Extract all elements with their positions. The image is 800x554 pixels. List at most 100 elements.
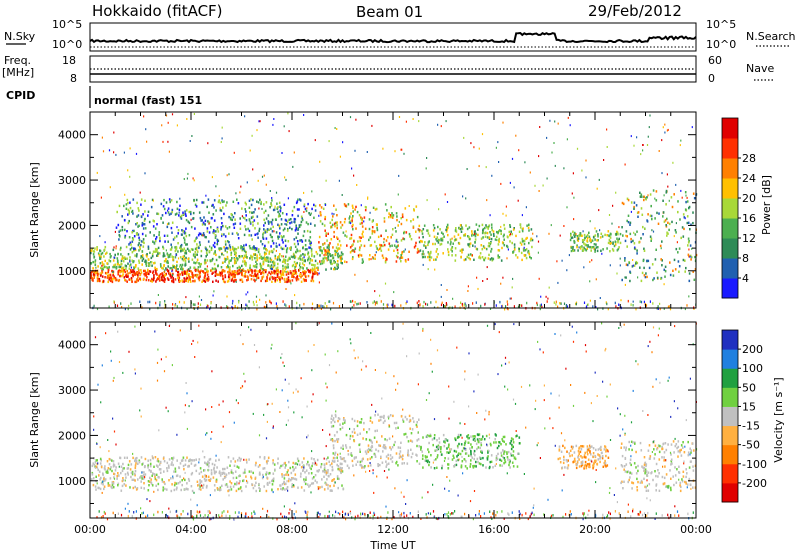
heatmap-cell xyxy=(129,175,131,178)
heatmap-cell xyxy=(134,272,136,275)
heatmap-cell xyxy=(264,279,267,283)
heatmap-cell xyxy=(285,266,288,269)
heatmap-cell xyxy=(338,417,341,421)
heatmap-cell xyxy=(368,238,370,242)
heatmap-cell xyxy=(406,300,408,303)
heatmap-cell xyxy=(397,224,399,227)
heatmap-cell xyxy=(329,489,332,492)
heatmap-cell xyxy=(635,307,637,311)
heatmap-cell xyxy=(415,230,417,233)
heatmap-cell xyxy=(172,476,174,480)
heatmap-cell xyxy=(189,458,191,461)
heatmap-cell xyxy=(157,246,160,250)
heatmap-cell xyxy=(284,280,286,283)
heatmap-cell xyxy=(331,459,334,463)
heatmap-cell xyxy=(612,242,614,245)
heatmap-cell xyxy=(327,484,329,487)
heatmap-cell xyxy=(126,456,128,459)
heatmap-cell xyxy=(245,485,247,488)
heatmap-cell xyxy=(171,221,174,224)
heatmap-cell xyxy=(506,300,508,303)
heatmap-cell xyxy=(203,456,206,459)
heatmap-cell xyxy=(259,253,261,256)
heatmap-cell xyxy=(100,465,103,469)
heatmap-cell xyxy=(134,472,136,476)
heatmap-cell xyxy=(299,266,302,269)
heatmap-cell xyxy=(196,480,199,483)
heatmap-cell xyxy=(397,446,400,449)
heatmap-cell xyxy=(246,481,249,484)
heatmap-cell xyxy=(258,482,260,486)
heatmap-cell xyxy=(478,307,480,310)
power-colorbar-label: Power [dB] xyxy=(760,175,773,235)
heatmap-cell xyxy=(240,255,242,258)
heatmap-cell xyxy=(246,256,248,259)
heatmap-cell xyxy=(311,276,314,279)
heatmap-cell xyxy=(129,206,132,210)
heatmap-cell xyxy=(376,226,378,230)
heatmap-cell xyxy=(627,198,630,202)
heatmap-cell xyxy=(461,226,463,229)
heatmap-cell xyxy=(168,466,170,469)
heatmap-cell xyxy=(487,244,490,248)
heatmap-cell xyxy=(452,297,454,300)
heatmap-cell xyxy=(255,461,257,465)
heatmap-cell xyxy=(689,228,691,231)
heatmap-cell xyxy=(248,234,250,237)
heatmap-cell xyxy=(293,260,296,264)
heatmap-cell xyxy=(172,277,174,280)
heatmap-cell xyxy=(285,473,287,476)
heatmap-cell xyxy=(107,280,109,284)
heatmap-cell xyxy=(294,218,297,221)
date-title: 29/Feb/2012 xyxy=(588,2,682,20)
heatmap-cell xyxy=(599,447,601,450)
heatmap-cell xyxy=(512,450,515,453)
heatmap-cell xyxy=(136,487,139,490)
heatmap-cell xyxy=(254,227,256,230)
heatmap-cell xyxy=(127,201,129,205)
heatmap-cell xyxy=(107,482,110,485)
heatmap-cell xyxy=(186,456,188,459)
heatmap-cell xyxy=(407,449,409,452)
heatmap-cell xyxy=(218,470,221,473)
heatmap-cell xyxy=(194,239,196,242)
heatmap-cell xyxy=(570,249,573,253)
heatmap-cell xyxy=(502,455,504,459)
heatmap-cell xyxy=(336,267,338,270)
heatmap-cell xyxy=(234,218,236,221)
heatmap-cell xyxy=(581,445,583,448)
heatmap-cell xyxy=(287,112,289,115)
heatmap-cell xyxy=(475,465,477,468)
heatmap-cell xyxy=(497,254,499,257)
heatmap-cell xyxy=(469,242,472,245)
heatmap-cell xyxy=(528,241,530,245)
heatmap-cell xyxy=(112,460,115,463)
heatmap-cell xyxy=(297,214,299,218)
heatmap-cell xyxy=(680,139,682,142)
heatmap-cell xyxy=(359,463,361,467)
heatmap-cell xyxy=(529,171,531,174)
heatmap-cell xyxy=(138,259,140,262)
heatmap-cell xyxy=(95,465,97,469)
heatmap-cell xyxy=(307,202,309,206)
heatmap-cell xyxy=(488,224,491,227)
heatmap-cell xyxy=(134,485,136,489)
heatmap-cell xyxy=(102,280,105,283)
heatmap-cell xyxy=(467,441,470,444)
heatmap-cell xyxy=(115,245,117,248)
heatmap-cell xyxy=(664,275,666,278)
heatmap-cell xyxy=(465,197,467,200)
heatmap-cell xyxy=(100,459,102,462)
heatmap-cell xyxy=(215,273,218,276)
heatmap-cell xyxy=(422,250,424,253)
heatmap-cell xyxy=(125,203,128,206)
heatmap-cell xyxy=(281,473,283,476)
heatmap-cell xyxy=(286,277,288,281)
heatmap-cell xyxy=(501,464,503,467)
heatmap-cell xyxy=(447,241,449,244)
heatmap-cell xyxy=(477,446,480,449)
heatmap-cell xyxy=(666,173,668,176)
heatmap-cell xyxy=(268,228,270,231)
heatmap-cell xyxy=(221,269,224,272)
heatmap-cell xyxy=(327,487,329,490)
